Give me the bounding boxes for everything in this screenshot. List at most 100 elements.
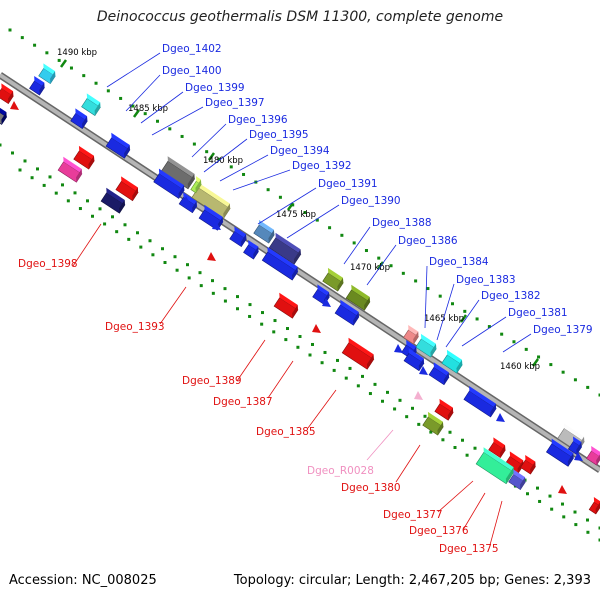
gene-block-top [563, 423, 585, 442]
kbp-marker-label: 1465 kbp [424, 314, 464, 324]
reverse-gene-label: Dgeo_1393 [105, 321, 165, 333]
gene-arrow-forward [496, 413, 505, 422]
tick-dot [598, 538, 600, 542]
gene-block [520, 454, 536, 475]
tick-dot [393, 407, 397, 411]
tick-dot [236, 307, 239, 311]
tick-dot [111, 215, 114, 219]
reverse-label-leader [366, 429, 394, 461]
tick-dot [361, 374, 364, 378]
gene-block-top [446, 349, 463, 365]
tick-dot [461, 438, 464, 442]
gene-block-side [366, 354, 374, 370]
tick-dot [261, 311, 264, 315]
gene-block [105, 132, 131, 159]
gene-block-side [88, 155, 95, 170]
gene-block [243, 239, 259, 260]
gene-block-side [505, 467, 514, 484]
gene-block-side [178, 185, 185, 199]
kbp-marker-label: 1475 kbp [276, 210, 316, 220]
gene-block-top [427, 411, 444, 427]
gene-block-side [223, 203, 231, 219]
forward-gene-label: Dgeo_1379 [533, 324, 593, 336]
gene-block-side [76, 168, 82, 183]
gene-block [428, 362, 450, 386]
tick-dot [574, 523, 578, 527]
gene-block-side [413, 331, 419, 345]
gene-block [441, 349, 463, 374]
gene-block-top [525, 454, 536, 467]
gene-block [403, 324, 419, 345]
kbp-marker-label: 1480 kbp [203, 156, 243, 166]
gene-block [422, 411, 444, 436]
tick-dot [199, 284, 203, 288]
tick-dot [151, 253, 155, 257]
gene-block-side [119, 199, 125, 214]
tick-dot [368, 392, 372, 396]
gene-block-side [50, 71, 56, 84]
gene-block [488, 437, 506, 459]
tick-dot [429, 430, 433, 434]
reverse-label-leader [437, 480, 474, 513]
tick-dot [266, 188, 270, 192]
tick-dot [348, 366, 352, 370]
genome-title: Deinococcus geothermalis DSM 11300, comp… [96, 9, 504, 25]
gene-block [545, 438, 575, 467]
tick-dot [45, 51, 49, 55]
topology-summary: Topology: circular; Length: 2,467,205 bp… [233, 573, 591, 588]
forward-gene-label: Dgeo_1384 [429, 256, 489, 268]
tick-dot [389, 264, 393, 268]
reverse-gene-label: Dgeo_1377 [383, 509, 443, 521]
tick-dot [377, 256, 381, 260]
gene-block-top [469, 386, 497, 409]
gene-block-top [340, 299, 359, 317]
tick-dot [405, 415, 409, 419]
gene-block-side [418, 358, 424, 371]
forward-label-leader [140, 91, 184, 124]
gene-block-top [0, 106, 7, 117]
tick-dot [205, 150, 209, 154]
forward-gene-label: Dgeo_1386 [398, 235, 458, 247]
gene-block [229, 226, 247, 248]
gene-block-top [121, 176, 139, 193]
forward-gene-label: Dgeo_1382 [481, 290, 541, 302]
tick-dot [8, 28, 12, 32]
forward-gene-label: Dgeo_1381 [508, 307, 568, 319]
tick-dot [538, 499, 542, 503]
forward-gene-label: Dgeo_1400 [162, 65, 222, 77]
major-tick [531, 358, 540, 367]
gene-block-side [364, 296, 370, 311]
tick-dot [223, 287, 227, 291]
reverse-label-leader [72, 223, 102, 267]
forward-label-leader [424, 265, 428, 329]
tick-dot [315, 218, 319, 222]
kbp-marker-label: 1490 kbp [57, 48, 97, 58]
gene-block-side [520, 477, 526, 490]
tick-dot [123, 223, 127, 227]
gene-block-top [573, 436, 582, 447]
gene-block-top [317, 284, 330, 298]
gene-block-top [34, 75, 45, 88]
gene-block-face [545, 443, 575, 467]
tick-dot [536, 486, 539, 490]
tick-dot [73, 191, 77, 195]
tick-dot [526, 492, 529, 496]
tick-dot [260, 322, 264, 326]
reverse-gene-label: Dgeo_1380 [341, 482, 401, 494]
forward-gene-label: Dgeo_1392 [292, 160, 352, 172]
tick-dot [549, 363, 553, 367]
gene-block [57, 156, 83, 183]
gene-block-top [234, 226, 247, 240]
tick-dot [198, 271, 202, 275]
major-tick [459, 314, 468, 323]
tick-dot [33, 43, 37, 47]
gene-block [415, 333, 437, 358]
tick-dot [465, 453, 469, 457]
gene-block [345, 284, 371, 311]
gene-block-top [483, 447, 514, 473]
gene-block-top [433, 362, 449, 378]
tick-dot [398, 398, 402, 402]
tick-dot [180, 134, 184, 138]
gene-block-side [192, 201, 197, 213]
